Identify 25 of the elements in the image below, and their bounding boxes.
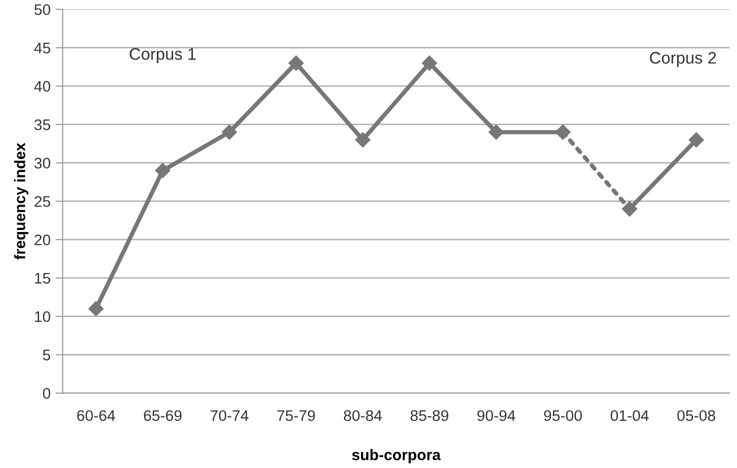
y-axis-title: frequency index: [14, 142, 28, 260]
y-tick-label: 5: [42, 350, 50, 360]
x-axis-title: sub-corpora: [352, 449, 441, 464]
x-tick-label: 05-08: [677, 410, 716, 422]
x-tick-label: 85-89: [410, 410, 448, 422]
y-tick-label: 30: [34, 158, 50, 169]
y-tick-label: 50: [34, 4, 50, 16]
annotation: Corpus 1: [130, 48, 196, 64]
y-tick-label: 45: [34, 42, 50, 54]
x-tick-label: 90-94: [477, 410, 516, 422]
annotation: Corpus 2: [650, 52, 716, 68]
x-tick-label: 95-00: [544, 410, 582, 422]
y-tick-label: 25: [34, 196, 50, 207]
x-tick-label: 80-84: [344, 410, 382, 422]
x-tick-label: 01-04: [610, 410, 649, 422]
y-tick-label: 20: [34, 234, 50, 246]
y-tick-label: 40: [34, 80, 50, 92]
x-tick-label: 65-69: [144, 410, 182, 422]
y-tick-label: 0: [42, 388, 50, 399]
y-tick-label: 35: [34, 119, 50, 130]
x-tick-label: 70-74: [210, 410, 248, 422]
y-tick-label: 10: [35, 311, 50, 322]
y-tick-label: 15: [35, 273, 50, 284]
x-tick-label: 75-79: [277, 410, 315, 422]
x-tick-label: 60-64: [77, 410, 116, 422]
